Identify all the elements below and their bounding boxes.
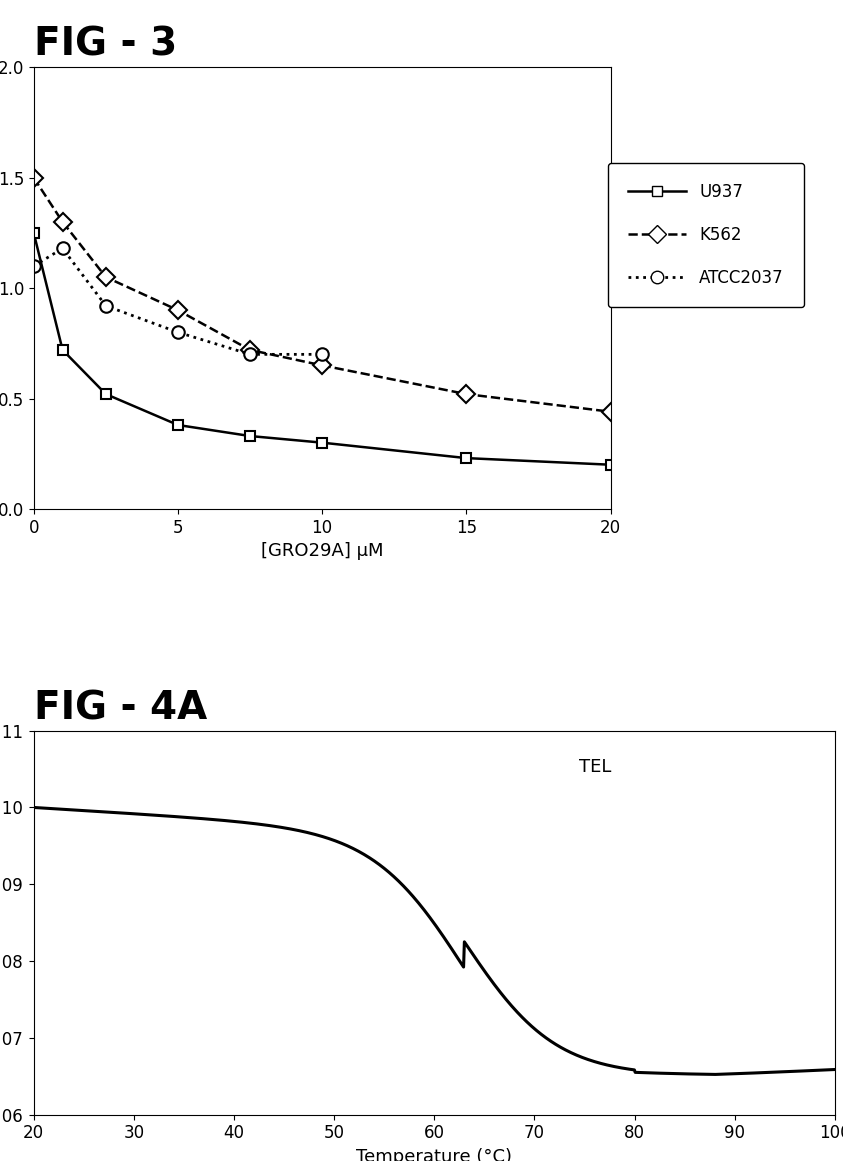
Line: ATCC2037: ATCC2037 [28,243,328,361]
X-axis label: [GRO29A] μM: [GRO29A] μM [260,542,384,560]
K562 [29,171,39,185]
U937 [29,226,39,240]
U937 [101,387,111,401]
K562 [57,215,67,229]
Line: U937: U937 [29,228,615,469]
U937 [173,418,183,432]
U937 [605,457,615,471]
K562 [245,342,255,356]
ATCC2037 [29,259,39,273]
ATCC2037 [245,347,255,361]
Text: FIG - 4A: FIG - 4A [34,690,207,727]
Text: TEL: TEL [578,757,610,776]
ATCC2037 [101,298,111,312]
Text: FIG - 3: FIG - 3 [34,26,177,64]
U937 [461,452,471,466]
U937 [245,430,255,444]
ATCC2037 [57,241,67,255]
K562 [101,271,111,284]
U937 [57,342,67,356]
K562 [173,303,183,317]
K562 [317,359,327,373]
Line: K562: K562 [28,172,616,418]
U937 [317,435,327,449]
Legend: U937, K562, ATCC2037: U937, K562, ATCC2037 [608,164,803,308]
X-axis label: Temperature (°C): Temperature (°C) [357,1148,512,1161]
ATCC2037 [173,325,183,339]
K562 [605,405,615,419]
ATCC2037 [317,347,327,361]
K562 [461,387,471,401]
